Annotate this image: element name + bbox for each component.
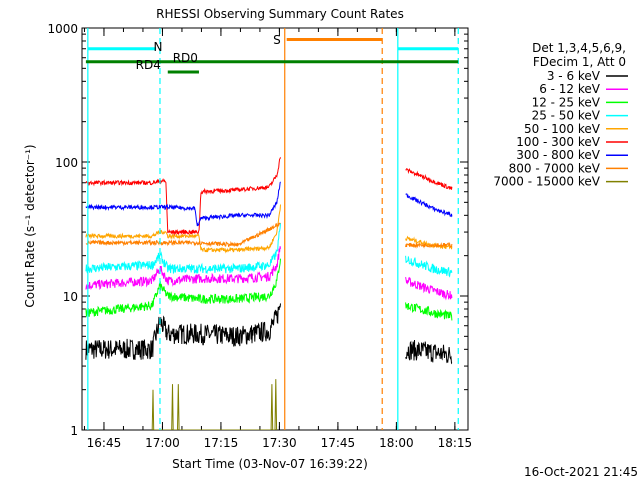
series-line [151, 379, 278, 430]
series-line [405, 235, 453, 250]
x-tick-label: 17:30 [262, 436, 297, 450]
x-tick-label: 17:00 [145, 436, 180, 450]
legend-entry-label: 50 - 100 keV [524, 122, 601, 136]
x-tick-label: 17:45 [321, 436, 356, 450]
series-line [405, 302, 453, 321]
series-line [85, 246, 281, 291]
y-axis-title: Count Rate (s⁻¹ detector⁻¹) [23, 144, 37, 307]
legend-header: Det 1,3,4,5,6,9, [532, 41, 626, 55]
series-line [85, 181, 281, 227]
x-tick-label: 18:15 [438, 436, 473, 450]
annotation-S: S [273, 33, 281, 47]
series-line [405, 339, 453, 365]
y-tick-label: 100 [55, 156, 78, 170]
series-line [405, 255, 453, 278]
series-line [405, 193, 453, 218]
series-line [85, 303, 281, 360]
y-tick-label: 10 [63, 290, 78, 304]
series-line [405, 241, 453, 249]
x-axis-title: Start Time (03-Nov-07 16:39:22) [172, 457, 368, 471]
y-tick-label: 1 [70, 424, 78, 438]
x-tick-label: 17:15 [204, 436, 239, 450]
x-tick-label: 18:00 [379, 436, 414, 450]
annotation-RD4: RD4 [136, 58, 161, 72]
series-line [405, 167, 453, 190]
plot-frame [81, 27, 469, 431]
legend-entry-label: 25 - 50 keV [532, 109, 601, 123]
legend-entry-label: 6 - 12 keV [539, 82, 601, 96]
chart-title: RHESSI Observing Summary Count Rates [156, 7, 404, 21]
series-line [85, 157, 281, 236]
footer-date: 16-Oct-2021 21:45 [524, 465, 638, 479]
series-line [85, 258, 281, 318]
x-tick-label: 16:45 [87, 436, 122, 450]
series-line [85, 204, 281, 254]
annotation-N: N [154, 40, 163, 54]
legend-header: FDecim 1, Att 0 [533, 55, 626, 69]
series-line [405, 276, 453, 301]
annotation-RD0: RD0 [173, 51, 198, 65]
legend-entry-label: 100 - 300 keV [516, 135, 600, 149]
legend-entry-label: 7000 - 15000 keV [493, 175, 600, 189]
legend-entry-label: 800 - 7000 keV [509, 161, 601, 175]
series-line [85, 223, 281, 275]
series-line [85, 222, 281, 248]
y-tick-label: 1000 [47, 22, 78, 36]
legend-entry-label: 300 - 800 keV [516, 148, 600, 162]
legend-entry-label: 3 - 6 keV [547, 69, 601, 83]
legend-entry-label: 12 - 25 keV [532, 95, 601, 109]
